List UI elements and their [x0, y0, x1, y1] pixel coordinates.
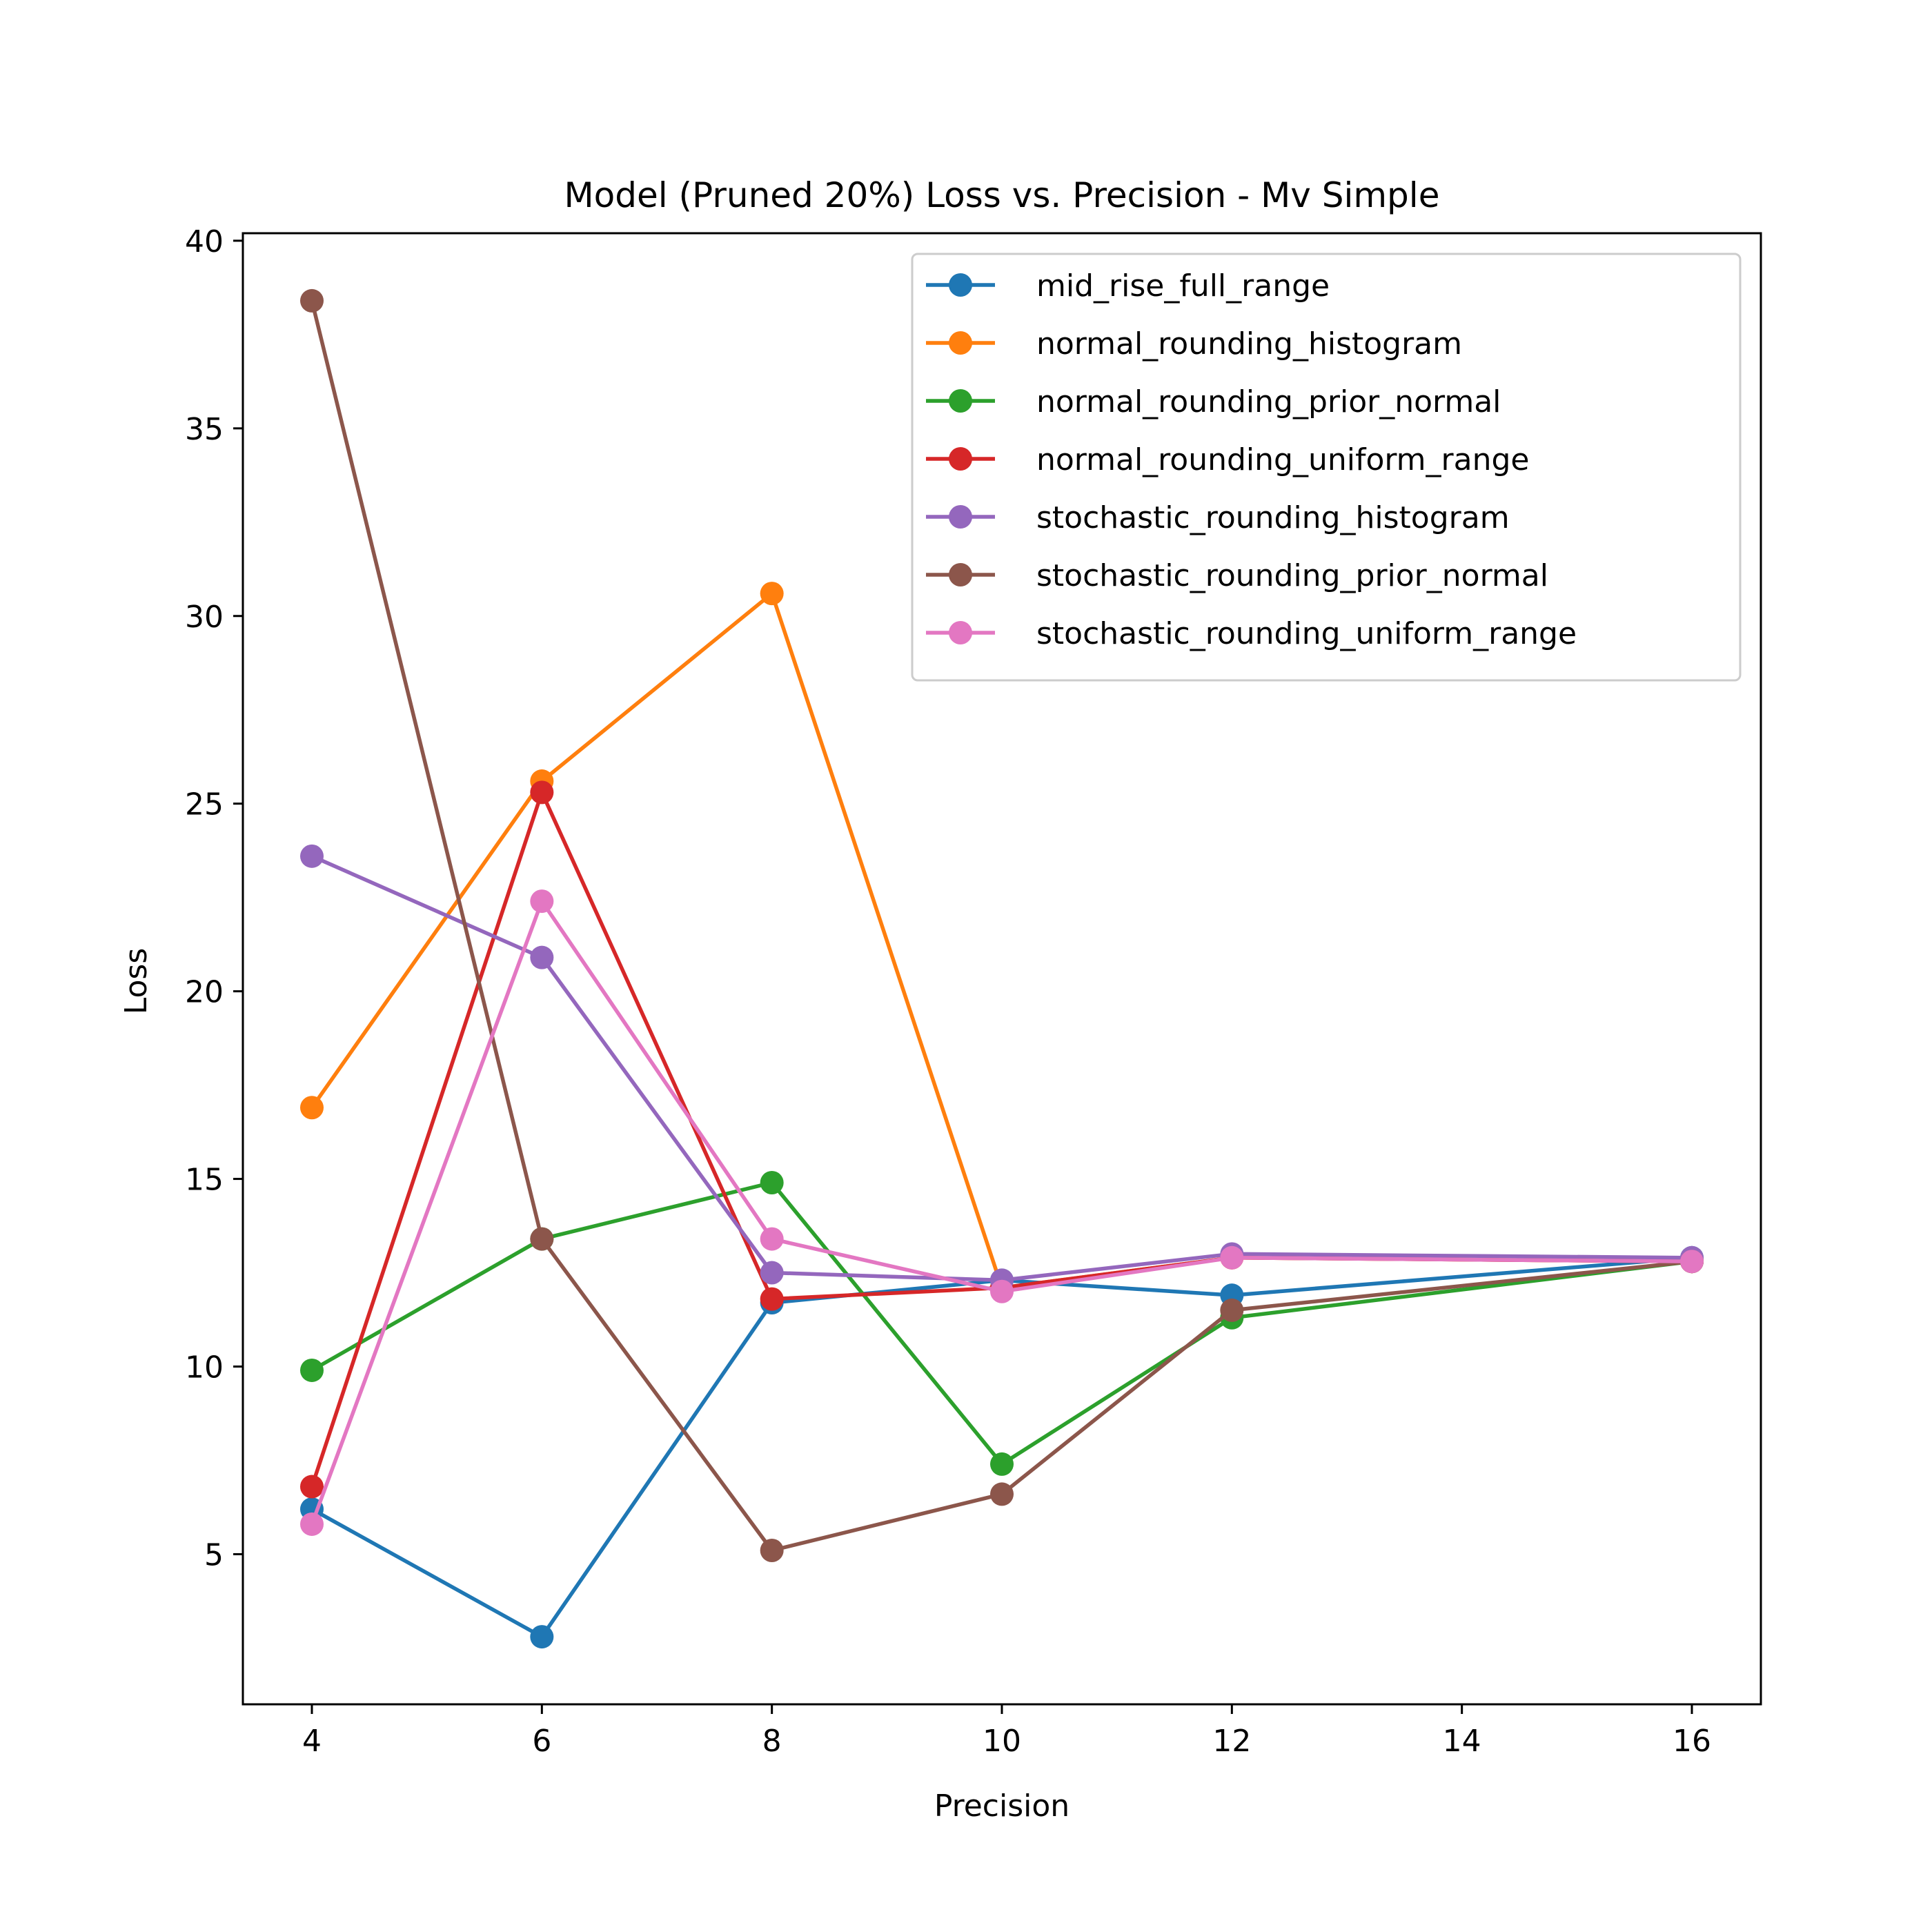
legend-marker-mid_rise_full_range — [949, 273, 972, 297]
x-tick-label: 4 — [302, 1724, 322, 1759]
legend-label-stochastic_rounding_prior_normal: stochastic_rounding_prior_normal — [1036, 558, 1548, 593]
data-point-stochastic_rounding_prior_normal-10 — [990, 1482, 1014, 1506]
x-tick-label: 12 — [1212, 1724, 1251, 1759]
data-point-mid_rise_full_range-6 — [530, 1625, 554, 1649]
legend-marker-stochastic_rounding_prior_normal — [949, 563, 972, 586]
data-point-stochastic_rounding_uniform_range-16 — [1680, 1250, 1704, 1274]
legend-label-normal_rounding_histogram: normal_rounding_histogram — [1036, 326, 1462, 362]
legend-marker-normal_rounding_uniform_range — [949, 447, 972, 471]
y-tick-label: 10 — [185, 1350, 224, 1386]
x-tick-label: 16 — [1673, 1724, 1711, 1759]
data-point-stochastic_rounding_uniform_range-10 — [990, 1279, 1014, 1303]
data-point-stochastic_rounding_prior_normal-12 — [1220, 1298, 1244, 1322]
x-tick-label: 8 — [762, 1724, 782, 1759]
legend-marker-stochastic_rounding_histogram — [949, 505, 972, 529]
plot-area — [300, 288, 1704, 1649]
y-tick-label: 5 — [204, 1537, 224, 1573]
data-point-normal_rounding_prior_normal-10 — [990, 1452, 1014, 1476]
data-point-normal_rounding_histogram-4 — [300, 1096, 324, 1120]
series-line-stochastic_rounding_histogram — [309, 854, 1694, 1283]
data-point-stochastic_rounding_uniform_range-6 — [530, 889, 554, 914]
data-point-stochastic_rounding_histogram-8 — [760, 1261, 784, 1285]
data-point-normal_rounding_uniform_range-8 — [760, 1287, 784, 1311]
y-tick-label: 40 — [185, 224, 224, 259]
legend-label-normal_rounding_prior_normal: normal_rounding_prior_normal — [1036, 384, 1501, 420]
y-axis-label: Loss — [119, 948, 154, 1015]
series-line-normal_rounding_prior_normal — [309, 1181, 1695, 1466]
data-point-normal_rounding_prior_normal-4 — [300, 1358, 324, 1382]
data-point-stochastic_rounding_prior_normal-6 — [530, 1227, 554, 1251]
legend-box — [911, 253, 1742, 682]
data-point-stochastic_rounding_histogram-4 — [300, 844, 324, 868]
x-axis-label: Precision — [934, 1788, 1070, 1824]
y-tick-label: 15 — [185, 1163, 224, 1198]
data-point-stochastic_rounding_uniform_range-4 — [300, 1512, 324, 1536]
x-tick-label: 10 — [983, 1724, 1021, 1759]
chart-title: Model (Pruned 20%) Loss vs. Precision - … — [564, 175, 1440, 215]
data-point-normal_rounding_uniform_range-6 — [530, 780, 554, 805]
legend-marker-normal_rounding_histogram — [949, 331, 972, 355]
legend-label-normal_rounding_uniform_range: normal_rounding_uniform_range — [1036, 442, 1529, 477]
data-point-stochastic_rounding_prior_normal-8 — [760, 1539, 784, 1563]
data-point-stochastic_rounding_uniform_range-12 — [1220, 1245, 1244, 1270]
data-point-normal_rounding_prior_normal-8 — [760, 1171, 784, 1195]
series-line-stochastic_rounding_prior_normal — [309, 298, 1695, 1552]
y-tick-label: 25 — [185, 787, 224, 822]
y-tick-label: 35 — [185, 412, 224, 447]
data-point-stochastic_rounding_histogram-6 — [530, 945, 554, 969]
legend: mid_rise_full_range normal_rounding_histo… — [911, 253, 1742, 682]
data-point-stochastic_rounding_prior_normal-4 — [300, 288, 324, 313]
data-point-normal_rounding_uniform_range-4 — [300, 1475, 324, 1499]
legend-label-stochastic_rounding_uniform_range: stochastic_rounding_uniform_range — [1036, 616, 1577, 651]
data-point-normal_rounding_histogram-8 — [760, 582, 784, 606]
legend-label-mid_rise_full_range: mid_rise_full_range — [1036, 268, 1330, 304]
axes: 4 6 8 10 12 14 16 5 10 15 20 25 30 35 40 — [185, 224, 1762, 1759]
y-tick-label: 20 — [185, 975, 224, 1010]
series-line-stochastic_rounding_uniform_range — [309, 899, 1694, 1527]
y-tick-label: 30 — [185, 600, 224, 635]
legend-marker-stochastic_rounding_uniform_range — [949, 621, 972, 644]
legend-marker-normal_rounding_prior_normal — [949, 389, 972, 413]
data-point-stochastic_rounding_uniform_range-8 — [760, 1227, 784, 1251]
legend-label-stochastic_rounding_histogram: stochastic_rounding_histogram — [1036, 500, 1510, 535]
x-tick-label: 6 — [532, 1724, 551, 1759]
x-tick-label: 14 — [1443, 1724, 1481, 1759]
